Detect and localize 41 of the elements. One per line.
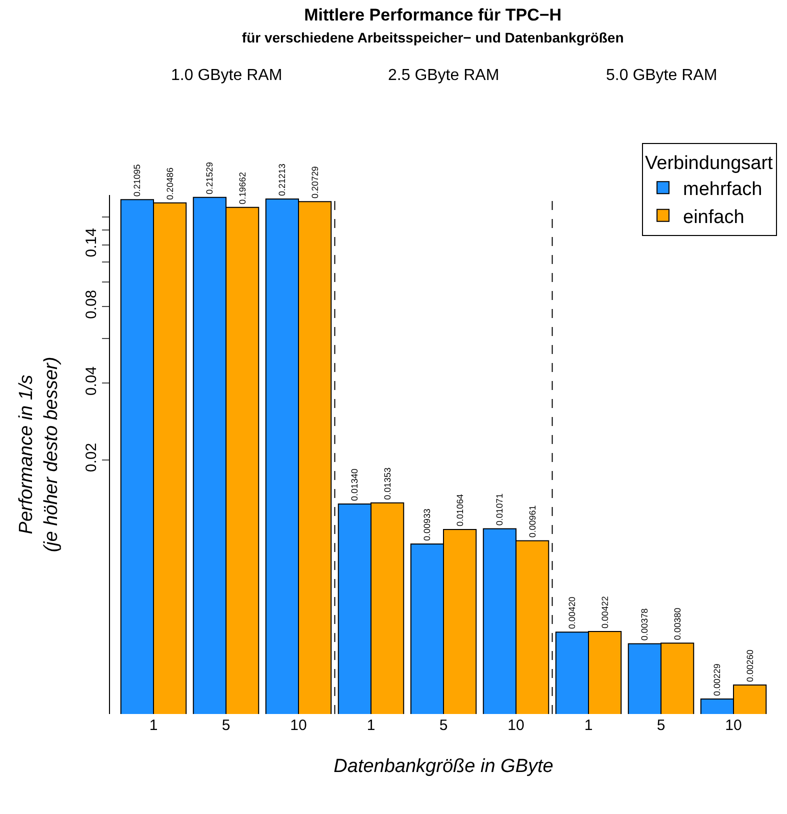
data-label: 0.00260	[744, 650, 755, 682]
y-tick-label: 0.02	[83, 442, 100, 472]
data-label: 0.01064	[454, 494, 465, 526]
data-label: 0.00380	[672, 608, 682, 640]
x-tick-label: 1	[584, 717, 593, 734]
x-tick-label: 10	[725, 717, 742, 734]
y-tick-label: 0.14	[83, 228, 100, 258]
text: 1.0 GByte RAM	[171, 67, 282, 84]
y-axis-title: Performance in 1/s (je höher desto besser)	[16, 356, 62, 552]
x-tick-label: 1	[149, 717, 158, 734]
legend-label: mehrfach	[683, 179, 762, 200]
data-label: 0.00378	[640, 608, 650, 641]
chart-title: Mittlere Performance für TPC−H	[304, 5, 562, 24]
data-label: 0.19662	[237, 172, 248, 204]
x-axis-title: Datenbankgröße in GByte	[334, 756, 554, 777]
data-label: 0.00420	[567, 596, 578, 630]
x-tick-label: 10	[508, 717, 524, 734]
x-tick-label: 5	[222, 717, 230, 734]
text: 5.0 GByte RAM	[606, 67, 718, 84]
x-tick-label: 1	[366, 717, 376, 734]
data-label: 0.21095	[132, 164, 142, 197]
data-label: 0.01071	[494, 493, 505, 526]
data-label: 0.21529	[204, 162, 215, 194]
data-label: 0.00229	[712, 664, 722, 696]
x-tick-label: 5	[439, 717, 448, 734]
data-label: 0.21213	[277, 164, 288, 196]
data-label: 0.01340	[350, 468, 360, 501]
data-label: 0.00961	[527, 505, 538, 538]
legend-label: einfach	[683, 206, 744, 228]
y-tick-label: 0.08	[83, 290, 100, 320]
data-label: 0.00422	[600, 596, 610, 629]
data-label: 0.20486	[164, 167, 175, 200]
data-label: 0.01353	[382, 468, 392, 500]
data-label: 0.00933	[422, 508, 432, 541]
data-label: 0.20729	[310, 166, 320, 199]
legend-title: Verbindungsart	[645, 152, 774, 174]
y-tick-label: 0.04	[83, 366, 100, 396]
text: 2.5 GByte RAM	[388, 67, 500, 84]
x-tick-label: 5	[656, 717, 666, 734]
x-tick-label: 10	[290, 717, 307, 734]
chart-subtitle: für verschiedene Arbeitsspeicher− und Datenbankgrößen	[242, 29, 624, 46]
